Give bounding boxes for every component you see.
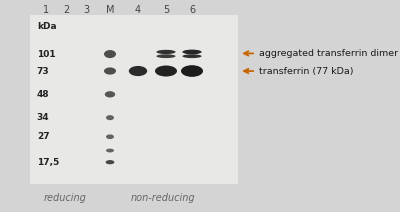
Ellipse shape [104,50,116,58]
Text: 4: 4 [135,4,141,15]
Text: non-reducing: non-reducing [131,193,196,203]
Text: transferrin (77 kDa): transferrin (77 kDa) [259,67,354,75]
Text: 5: 5 [163,4,169,15]
Text: 73: 73 [37,67,50,75]
Ellipse shape [106,160,114,164]
Ellipse shape [105,91,115,98]
Text: 3: 3 [83,4,89,15]
Text: 27: 27 [37,132,50,141]
Text: 17,5: 17,5 [37,158,59,167]
Ellipse shape [182,50,202,54]
Ellipse shape [156,54,176,58]
Ellipse shape [181,65,203,77]
Ellipse shape [106,134,114,139]
Ellipse shape [106,149,114,152]
Ellipse shape [155,66,177,77]
Text: 6: 6 [189,4,195,15]
Text: reducing: reducing [43,193,86,203]
Ellipse shape [156,50,176,54]
Ellipse shape [182,54,202,58]
Bar [30,15,238,184]
Text: aggregated transferrin dimer: aggregated transferrin dimer [259,49,398,58]
Text: 1: 1 [43,4,49,15]
Text: kDa: kDa [37,22,56,31]
Ellipse shape [104,67,116,75]
Text: 2: 2 [63,4,69,15]
Text: 34: 34 [37,113,50,122]
Ellipse shape [106,115,114,120]
Ellipse shape [129,66,147,76]
Text: 101: 101 [37,50,56,59]
Text: M: M [106,4,114,15]
Text: 48: 48 [37,90,50,99]
